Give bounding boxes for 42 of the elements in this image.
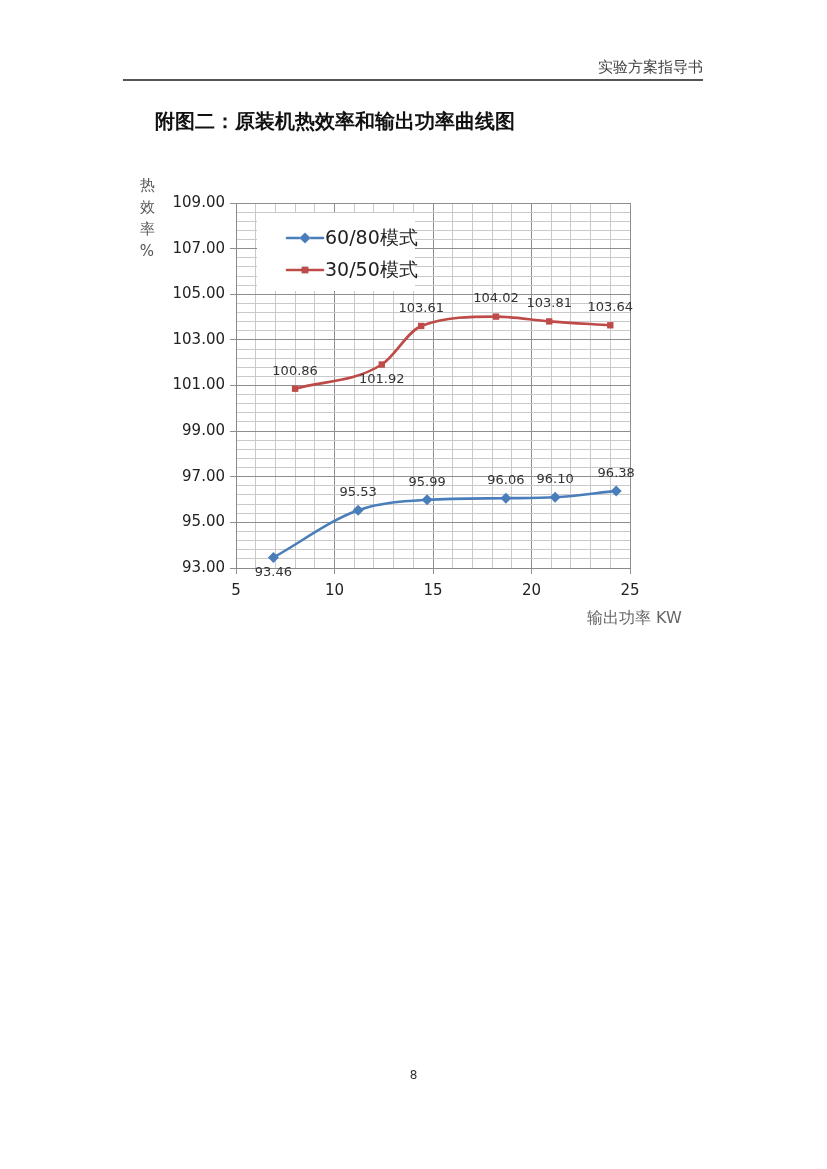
y-axis-title: 热效率%: [139, 175, 155, 262]
point: [421, 494, 433, 506]
data-label: 96.06: [487, 472, 525, 488]
x-tick-label: 5: [231, 580, 241, 599]
x-tick-label: 25: [620, 580, 640, 599]
x-tick-label: 10: [324, 580, 345, 599]
y-tick-label: 107.00: [172, 238, 225, 257]
text: 8: [408, 1068, 419, 1082]
point: [267, 552, 279, 564]
y-tick-label: 101.00: [172, 375, 225, 394]
data-label: 103.64: [587, 299, 634, 315]
text: 实验方案指导书: [598, 58, 703, 77]
x-axis-title: 输出功率 KW: [587, 608, 682, 629]
y-tick-label: 99.00: [182, 421, 225, 440]
y-tick-label: 103.00: [172, 329, 225, 348]
y-tick-label: 97.00: [182, 466, 225, 485]
data-label: 93.46: [254, 564, 293, 580]
point: [378, 361, 385, 368]
point: [610, 485, 622, 497]
x-tick-label: 20: [521, 580, 542, 599]
chart-title: 附图二：原装机热效率和输出功率曲线图: [155, 109, 515, 134]
y-tick-label: 93.00: [182, 557, 225, 576]
data-label: 103.81: [526, 295, 572, 311]
data-label: 100.86: [272, 362, 318, 378]
data-label: 96.38: [597, 464, 635, 480]
y-tick-label: 105.00: [172, 284, 225, 303]
data-label: 95.53: [339, 484, 377, 500]
data-label: 103.61: [398, 299, 444, 315]
x-tick-label: 15: [423, 580, 443, 599]
point: [549, 491, 561, 503]
y-tick-label: 109.00: [172, 192, 225, 211]
point: [546, 318, 553, 325]
data-label: 95.99: [408, 473, 446, 489]
point: [492, 313, 500, 320]
point: [500, 492, 512, 504]
legend-label: 30/50模式: [325, 257, 418, 280]
data-label: 104.02: [473, 290, 519, 306]
legend-label: 60/80模式: [325, 225, 418, 248]
y-tick-label: 95.00: [182, 512, 225, 531]
data-label: 96.10: [536, 471, 574, 487]
data-label: 101.92: [359, 371, 405, 387]
point: [352, 504, 364, 516]
